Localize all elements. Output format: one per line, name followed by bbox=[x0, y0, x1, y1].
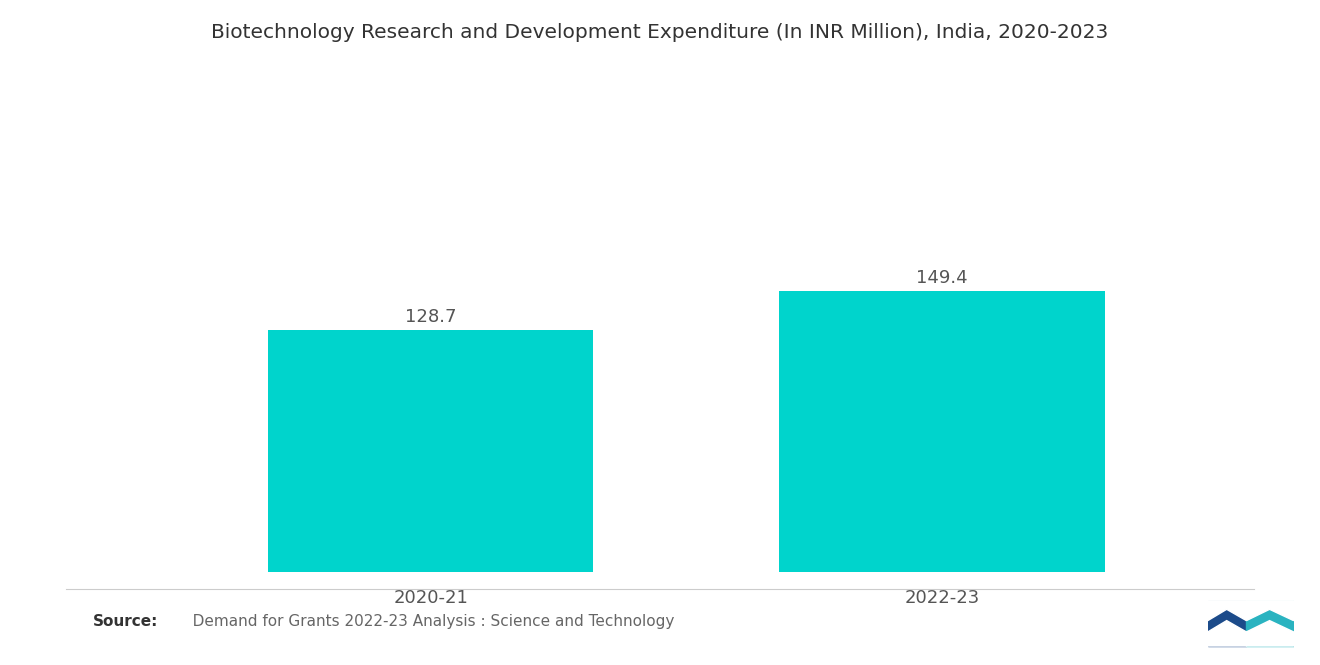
Polygon shape bbox=[1208, 601, 1246, 646]
Polygon shape bbox=[1246, 601, 1294, 646]
Text: Demand for Grants 2022-23 Analysis : Science and Technology: Demand for Grants 2022-23 Analysis : Sci… bbox=[178, 614, 675, 629]
Text: 149.4: 149.4 bbox=[916, 269, 968, 287]
Polygon shape bbox=[1246, 601, 1294, 620]
Bar bbox=[268, 330, 594, 572]
Polygon shape bbox=[1208, 601, 1246, 620]
Text: Source:: Source: bbox=[92, 614, 158, 629]
Text: 128.7: 128.7 bbox=[405, 309, 457, 327]
Polygon shape bbox=[1208, 620, 1246, 646]
Bar bbox=[779, 291, 1105, 572]
Text: Biotechnology Research and Development Expenditure (In INR Million), India, 2020: Biotechnology Research and Development E… bbox=[211, 23, 1109, 43]
Polygon shape bbox=[1246, 620, 1294, 646]
